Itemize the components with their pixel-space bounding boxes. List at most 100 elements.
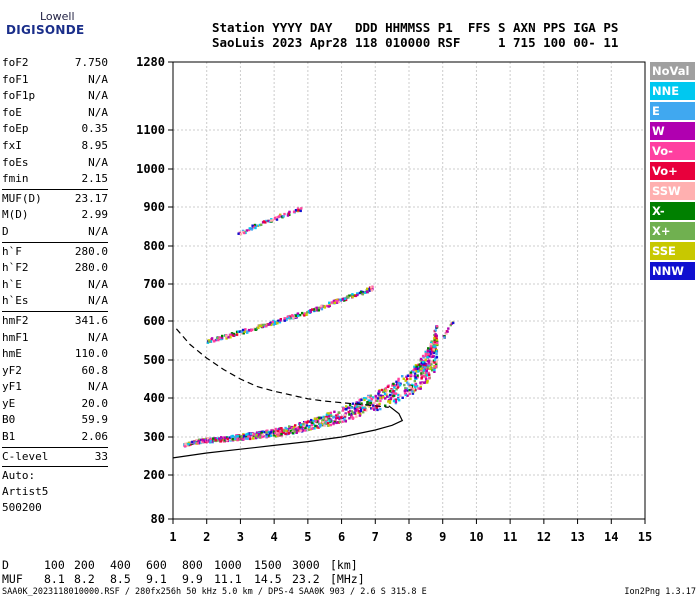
echo-point: [346, 406, 349, 409]
echo-point: [251, 434, 254, 437]
legend-vo: Vo-: [650, 142, 695, 160]
echo-point: [362, 411, 365, 414]
echo-point: [388, 401, 392, 404]
echo-point: [329, 411, 332, 415]
echo-point: [343, 299, 346, 302]
param-value: 0.35: [81, 122, 109, 136]
row-value: 600: [146, 558, 167, 572]
echo-point: [279, 318, 282, 321]
echo-point: [385, 389, 389, 392]
echo-point: [254, 226, 257, 230]
param-value: 2.99: [81, 208, 109, 222]
echo-point: [367, 403, 370, 406]
echo-point: [342, 407, 345, 410]
echo-point: [435, 350, 438, 353]
echo-point: [219, 439, 222, 442]
echo-point: [423, 367, 427, 370]
echo-point: [317, 426, 320, 429]
echo-point: [427, 364, 430, 368]
echo-point: [412, 371, 415, 374]
echo-point: [286, 315, 289, 318]
echo-point: [416, 376, 419, 379]
echo-point: [274, 429, 277, 432]
echo-point: [254, 436, 258, 440]
echo-point: [216, 437, 219, 440]
echo-point: [288, 425, 291, 428]
separator: [2, 466, 108, 468]
echo-point: [315, 426, 319, 429]
echo-point: [292, 316, 295, 320]
echo-point: [414, 367, 417, 371]
echo-point: [251, 224, 254, 227]
lowell-digisonde-logo: Lowell DIGISONDE: [4, 10, 100, 40]
param-value: 20.0: [81, 396, 109, 410]
row-value: 9.1: [146, 572, 167, 586]
profile-curves: [172, 328, 404, 459]
echo-point: [197, 438, 201, 441]
echo-point: [265, 429, 268, 433]
echo-point: [273, 322, 276, 325]
echo-point: [420, 364, 423, 367]
y-tick-label: 600: [143, 314, 165, 328]
echo-point: [260, 324, 263, 328]
echo-point: [405, 387, 409, 390]
echo-point: [370, 289, 373, 292]
echo-point: [429, 350, 432, 354]
logo-line1: Lowell: [40, 10, 75, 23]
param-key: yF2: [2, 363, 22, 377]
echo-point: [335, 421, 338, 425]
echo-point: [345, 405, 348, 408]
param-hmf2: hmF2 341.6: [2, 313, 108, 330]
echo-point: [351, 402, 355, 405]
echo-point: [325, 415, 328, 419]
echo-point: [384, 387, 387, 390]
echo-point: [336, 413, 340, 416]
echo-point: [254, 434, 257, 438]
echo-point: [379, 399, 382, 403]
param-he: h`E N/A: [2, 277, 108, 294]
x-tick-label: 2: [203, 530, 210, 544]
echo-point: [305, 421, 309, 424]
echo-point: [246, 432, 249, 436]
echo-point: [245, 229, 249, 232]
echo-point: [280, 433, 283, 436]
echo-point: [353, 404, 357, 407]
echo-point: [408, 392, 411, 395]
echo-point: [369, 394, 372, 397]
echo-point: [310, 418, 313, 422]
echo-point: [312, 419, 315, 423]
echo-point: [370, 286, 373, 289]
echo-point: [283, 212, 286, 216]
param-key: foEs: [2, 155, 29, 169]
param-value: 59.9: [81, 413, 109, 427]
echo-point: [422, 369, 425, 372]
echo-point: [339, 298, 342, 301]
echo-point: [404, 379, 407, 382]
row-value: 800: [182, 558, 203, 572]
echo-point: [413, 374, 416, 378]
echo-point: [281, 428, 284, 431]
echo-point: [397, 377, 400, 381]
param-key: foE: [2, 105, 22, 119]
echo-point: [307, 428, 311, 431]
echo-point: [360, 398, 363, 401]
echo-point: [394, 400, 398, 404]
echo-point: [414, 377, 417, 380]
echo-point: [296, 313, 299, 316]
echo-point: [382, 395, 385, 399]
x-tick-label: 10: [469, 530, 483, 544]
echo-point: [350, 414, 353, 417]
echo-point: [299, 423, 303, 427]
footer-file-info: SAA0K_2023118010000.RSF / 280fx256h 50 k…: [2, 587, 427, 597]
echo-point: [365, 289, 368, 292]
echo-point: [231, 434, 234, 438]
param-value: N/A: [88, 224, 108, 238]
echo-point: [409, 377, 412, 381]
y-tick-label: 1280: [136, 55, 165, 69]
x-tick-label: 4: [271, 530, 278, 544]
echo-point: [434, 348, 437, 351]
param-foe: foE N/A: [2, 105, 108, 122]
echo-point: [360, 402, 363, 405]
echo-point: [244, 328, 247, 331]
echo-point: [244, 434, 248, 438]
